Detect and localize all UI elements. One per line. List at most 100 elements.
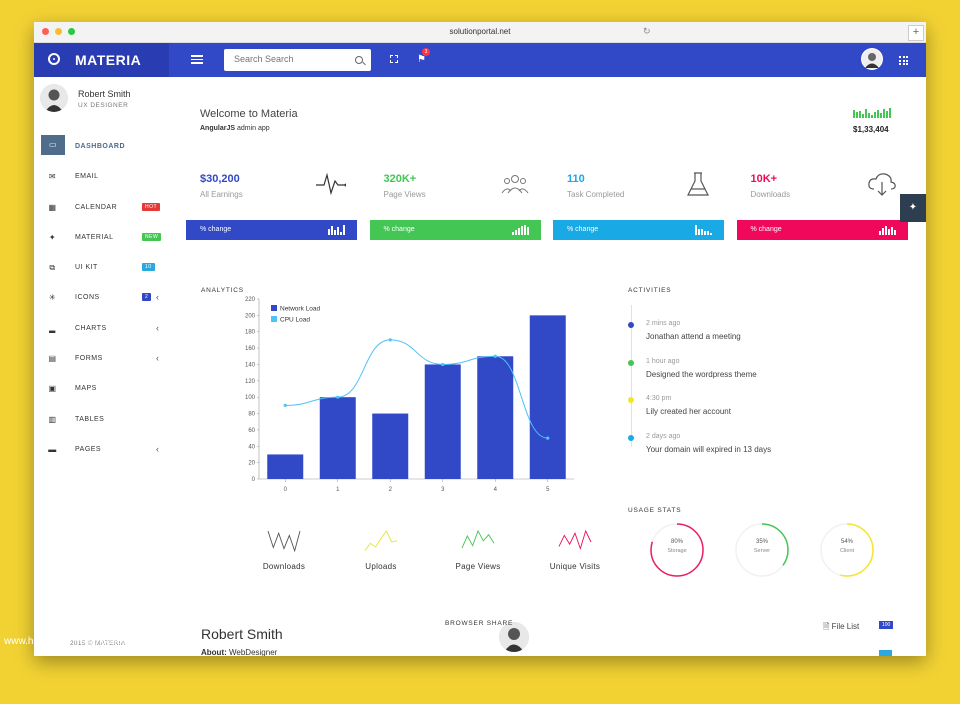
timeline-line xyxy=(631,305,632,447)
point-cpu-load-1[interactable] xyxy=(336,395,340,399)
stat-change-label: % change xyxy=(200,226,232,233)
activity-time: 2 mins ago xyxy=(646,320,681,327)
stat-change-bar[interactable]: % change xyxy=(553,220,724,240)
bar-network-load-3[interactable] xyxy=(424,364,461,479)
bar-network-load-4[interactable] xyxy=(477,356,514,479)
address-bar[interactable]: solutionportal.net xyxy=(449,27,511,36)
stat-change-label: % change xyxy=(383,226,415,233)
table-icon: ▥ xyxy=(48,414,57,424)
sidebar-item-tables[interactable]: ▥ TABLES xyxy=(34,406,169,436)
sidebar-item-calendar[interactable]: ▦ CALENDAR HOT xyxy=(34,194,169,224)
sidebar-item-icons[interactable]: ✳ ICONS 2 ‹ xyxy=(34,284,169,314)
document-icon: ▤ xyxy=(48,354,57,364)
stat-change-bar[interactable]: % change xyxy=(369,220,541,240)
profile-avatar[interactable] xyxy=(499,622,529,652)
framework-name: AngularJS xyxy=(200,125,236,132)
stat-change-bar[interactable]: % change xyxy=(736,220,908,240)
point-cpu-load-0[interactable] xyxy=(283,403,287,407)
search-input[interactable] xyxy=(232,53,351,65)
mini-chart-label: Page Views xyxy=(455,562,501,571)
map-icon: ▣ xyxy=(48,384,57,394)
menu-toggle-icon[interactable] xyxy=(191,55,203,64)
fullscreen-icon[interactable] xyxy=(390,55,398,63)
brand[interactable]: MATERIA xyxy=(34,43,169,77)
close-window-button[interactable] xyxy=(42,28,49,35)
activity-time: 2 days ago xyxy=(646,432,681,440)
file-list-badge: 100 xyxy=(879,621,894,629)
bulb-icon: ✦ xyxy=(48,232,57,242)
profile-name: Robert Smith xyxy=(201,626,283,642)
point-cpu-load-4[interactable] xyxy=(493,354,497,358)
point-cpu-load-3[interactable] xyxy=(441,362,445,367)
bar-network-load-0[interactable] xyxy=(267,454,304,479)
new-tab-button[interactable]: + xyxy=(908,25,924,41)
chevron-left-icon: ‹ xyxy=(156,353,160,364)
chart-icon: ▂ xyxy=(49,323,56,333)
usage-gauge-storage: 80% Storage xyxy=(647,520,707,580)
x-tick-label: 1 xyxy=(336,487,340,493)
mini-chart-unique-visits[interactable]: Unique Visits xyxy=(530,527,620,571)
sidebar-item-email[interactable]: ✉ EMAIL xyxy=(34,163,169,193)
mini-chart-downloads[interactable]: Downloads xyxy=(239,527,329,571)
mini-chart-label: Unique Visits xyxy=(549,562,601,571)
sidebar-item-pages[interactable]: ▬ PAGES ‹ xyxy=(34,436,169,466)
notification-icon[interactable]: ⚑ xyxy=(417,54,426,65)
sidebar-item-dashboard[interactable]: ▭ DASHBOARD xyxy=(34,133,169,163)
stat-value: 320K+ xyxy=(383,173,417,185)
activity-text: Jonathan attend a meeting xyxy=(646,332,741,341)
header-avatar[interactable] xyxy=(861,48,883,70)
stat-change-label: % change xyxy=(750,226,782,233)
timeline-dot xyxy=(628,397,634,403)
nav-badge: 2 xyxy=(142,293,152,302)
bar-network-load-1[interactable] xyxy=(319,397,356,479)
sidebar-item-material[interactable]: ✦ MATERIAL NEW xyxy=(34,224,169,254)
total-earnings: $1,33,404 xyxy=(853,125,889,134)
file-list-label: File List xyxy=(831,622,860,631)
gauge-label: Storage xyxy=(667,548,687,554)
x-tick-label: 0 xyxy=(284,487,288,493)
chevron-left-icon: ‹ xyxy=(156,322,160,333)
analytics-chart: 0 20 40 60 80 100 120 140 160 180 200 220 0 1 2 3 4 5 Netw… xyxy=(245,297,574,493)
gauge-ring xyxy=(820,523,874,577)
about-label: About: xyxy=(201,648,227,656)
page-title: Welcome to Materia xyxy=(200,108,298,120)
avatar[interactable] xyxy=(40,84,68,112)
gauge-label: Server xyxy=(753,548,771,554)
notification-count: 3 xyxy=(422,48,430,56)
file-list-item[interactable]: 🗎 File List xyxy=(823,621,859,635)
mini-chart-uploads[interactable]: Uploads xyxy=(336,527,426,571)
sidebar-item-ui-kit[interactable]: ⧉ UI KIT 10 xyxy=(34,254,169,284)
y-tick-label: 200 xyxy=(245,313,256,319)
earnings-sparkbars-icon xyxy=(853,108,891,118)
mini-chart-page-views[interactable]: Page Views xyxy=(433,527,523,571)
bar-network-load-5[interactable] xyxy=(529,315,566,479)
x-tick-label: 4 xyxy=(494,487,498,493)
activity-text: Lily created her account xyxy=(646,407,731,416)
point-cpu-load-2[interactable] xyxy=(388,338,392,342)
usage-gauge-server: 35% Server xyxy=(732,520,792,580)
search-icon[interactable] xyxy=(355,56,363,64)
app-header: MATERIA ⚑ 3 xyxy=(34,43,926,77)
apps-grid-icon[interactable] xyxy=(899,56,908,65)
settings-fab[interactable]: ✦ xyxy=(900,194,926,222)
sidebar-item-charts[interactable]: ▂ CHARTS ‹ xyxy=(34,315,169,345)
sidebar-item-maps[interactable]: ▣ MAPS xyxy=(34,375,169,405)
logo-icon xyxy=(48,53,60,65)
reload-icon[interactable]: ↻ xyxy=(643,26,651,36)
minimize-window-button[interactable] xyxy=(55,28,62,35)
activities-title: ACTIVITIES xyxy=(628,287,672,294)
maximize-window-button[interactable] xyxy=(68,28,75,35)
flask-icon xyxy=(687,172,709,196)
usage-stats-title: USAGE STATS xyxy=(628,507,682,514)
browser-window: solutionportal.net ↻ + MATERIA ⚑ 3 Rober… xyxy=(34,22,926,656)
stat-change-bar[interactable]: % change xyxy=(186,220,357,240)
legend-swatch xyxy=(271,305,277,311)
sidebar-item-forms[interactable]: ▤ FORMS ‹ xyxy=(34,345,169,375)
bar-network-load-2[interactable] xyxy=(372,413,409,479)
users-icon xyxy=(501,175,528,194)
calendar-icon: ▦ xyxy=(48,202,57,212)
mini-chart-label: Downloads xyxy=(262,562,306,571)
sidebar-item-label: UI KIT xyxy=(75,264,98,272)
y-tick-label: 160 xyxy=(245,346,256,352)
point-cpu-load-5[interactable] xyxy=(546,436,550,440)
